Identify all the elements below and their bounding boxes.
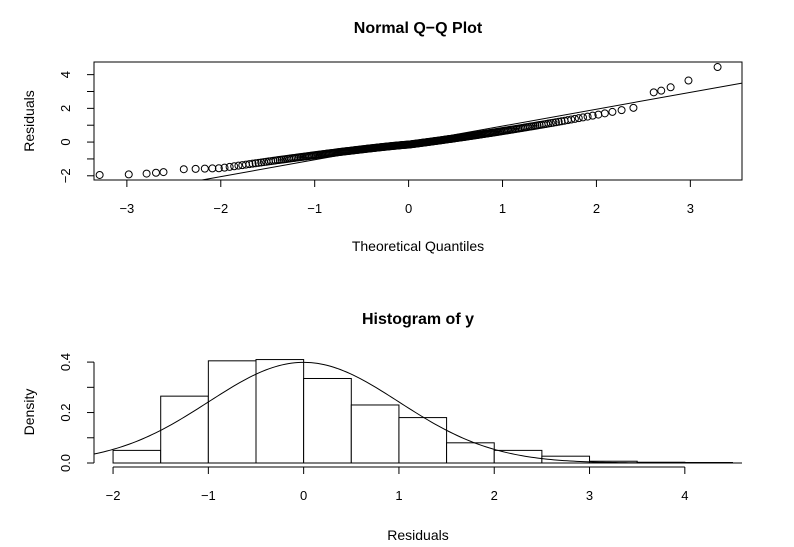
qq-point	[230, 162, 239, 171]
histogram-x-tick-label: 1	[395, 488, 402, 503]
histogram-x-tick-label: −1	[201, 488, 216, 503]
qq-point	[248, 159, 257, 168]
qq-point	[608, 107, 617, 116]
histogram-x-tick-label: −2	[106, 488, 121, 503]
qq-point	[583, 112, 592, 121]
histogram-bar	[207, 360, 257, 464]
histogram-bar	[255, 359, 305, 464]
qq-point	[159, 168, 168, 177]
qq-point	[649, 88, 658, 97]
qq-point	[551, 118, 560, 127]
qq-x-tick-label: 0	[405, 201, 412, 216]
histogram-bar	[303, 377, 352, 464]
histogram-y-tick-label: 0.2	[58, 404, 73, 422]
qq-plot-panel: Normal Q−Q Plot −3 −2 −1 0 1 2 3 −2 0 2 4 Theoret…	[0, 0, 794, 270]
histogram-y-tick-label: 0.4	[58, 353, 73, 371]
histogram-bar	[112, 449, 162, 464]
qq-y-tick-label: 2	[58, 105, 73, 112]
qq-point	[629, 103, 638, 112]
qq-point	[142, 169, 151, 178]
histogram-x-tick-label: 4	[681, 488, 688, 503]
qq-point	[574, 114, 583, 123]
histogram-y-axis-label: Density	[21, 389, 37, 436]
qq-point	[214, 164, 223, 173]
qq-reference-line	[201, 82, 743, 181]
qq-point	[713, 63, 722, 72]
qq-point	[570, 114, 579, 123]
qq-y-axis-label: Residuals	[21, 90, 37, 151]
qq-point	[549, 118, 558, 127]
qq-point	[684, 76, 693, 85]
qq-point	[666, 83, 675, 92]
qq-x-tick-label: 1	[499, 201, 506, 216]
qq-x-tick-label: 2	[593, 201, 600, 216]
qq-plot-title: Normal Q−Q Plot	[354, 20, 483, 37]
qq-point	[208, 164, 217, 173]
qq-y-axis: −2 0 2 4	[58, 71, 94, 183]
qq-points-group	[95, 63, 722, 179]
histogram-svg: Histogram of y −2 −1 0 1 2 3 4 0.0 0.2 0.4 Resid…	[21, 311, 742, 543]
qq-point	[245, 160, 254, 169]
qq-point	[234, 161, 243, 170]
qq-x-tick-label: 3	[687, 201, 694, 216]
normal-density-curve	[93, 361, 742, 464]
qq-point	[179, 165, 188, 174]
histogram-x-tick-label: 2	[491, 488, 498, 503]
histogram-panel: Histogram of y −2 −1 0 1 2 3 4 0.0 0.2 0.4 Resid…	[0, 270, 794, 547]
histogram-bar	[398, 417, 448, 464]
qq-point	[257, 158, 266, 167]
qq-point	[124, 170, 133, 179]
qq-plot-svg: Normal Q−Q Plot −3 −2 −1 0 1 2 3 −2 0 2 4 Theoret…	[21, 20, 743, 254]
histogram-x-axis: −2 −1 0 1 2 3 4	[106, 466, 688, 503]
histogram-bar	[350, 404, 400, 464]
qq-x-tick-label: −1	[307, 201, 322, 216]
qq-point	[554, 117, 563, 126]
qq-point	[251, 159, 260, 168]
qq-point	[200, 164, 209, 173]
qq-y-tick-label: 4	[58, 71, 73, 78]
qq-point	[588, 111, 597, 120]
qq-point	[578, 113, 587, 122]
histogram-y-axis: 0.0 0.2 0.4	[58, 353, 95, 472]
qq-point	[254, 158, 263, 167]
histogram-bar	[541, 455, 591, 464]
histogram-bar	[493, 449, 543, 464]
qq-x-axis: −3 −2 −1 0 1 2 3	[119, 180, 694, 216]
histogram-bar	[446, 442, 495, 464]
qq-point	[617, 106, 626, 115]
qq-x-tick-label: −3	[119, 201, 134, 216]
qq-point	[151, 168, 160, 177]
qq-point	[600, 109, 609, 118]
qq-point	[225, 162, 234, 171]
qq-y-tick-label: −2	[58, 168, 73, 183]
qq-plot-frame	[93, 61, 743, 181]
histogram-bars-group	[112, 359, 733, 464]
histogram-x-tick-label: 3	[586, 488, 593, 503]
qq-point	[95, 170, 104, 179]
qq-point	[657, 86, 666, 95]
qq-y-tick-label: 0	[58, 138, 73, 145]
qq-x-axis-label: Theoretical Quantiles	[352, 238, 484, 254]
histogram-x-axis-label: Residuals	[387, 527, 448, 543]
histogram-title: Histogram of y	[362, 311, 474, 328]
qq-point	[191, 164, 200, 173]
histogram-y-tick-label: 0.0	[58, 454, 73, 472]
qq-point	[557, 117, 566, 126]
qq-x-tick-label: −2	[213, 201, 228, 216]
qq-point	[567, 115, 576, 124]
qq-point	[220, 163, 229, 172]
histogram-x-tick-label: 0	[300, 488, 307, 503]
